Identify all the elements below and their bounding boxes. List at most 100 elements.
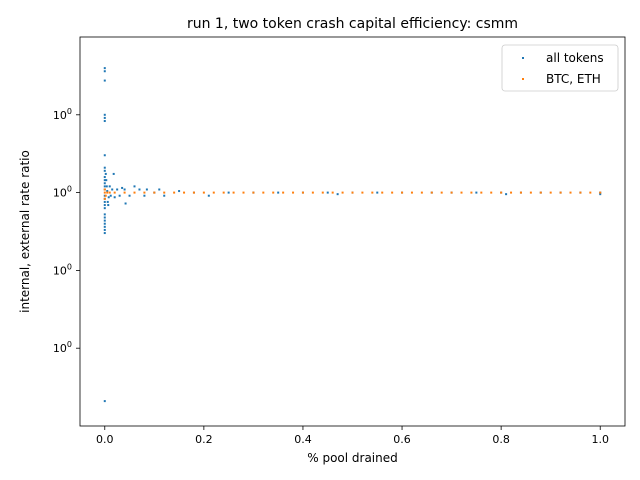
y-tick-label: 100 [53, 107, 72, 122]
data-point [103, 70, 106, 73]
data-point [103, 232, 106, 235]
y-axis-ticks: 100 100 100 100 [53, 107, 80, 355]
data-point [192, 191, 195, 194]
data-point [163, 191, 166, 194]
data-point [163, 194, 166, 197]
y-tick-label: 100 [53, 340, 72, 355]
data-point [351, 191, 354, 194]
data-point [599, 193, 602, 196]
data-point [107, 196, 110, 199]
data-point [202, 191, 205, 194]
data-point [410, 191, 413, 194]
data-point [103, 113, 106, 116]
points-layer [103, 67, 602, 403]
data-point [133, 185, 136, 188]
data-point [123, 191, 126, 194]
data-point [470, 191, 473, 194]
data-point [510, 191, 513, 194]
x-tick-label: 0.6 [393, 433, 411, 446]
data-point [108, 191, 111, 194]
data-point [336, 193, 339, 196]
data-point [103, 207, 106, 210]
data-point [311, 191, 314, 194]
data-point [103, 222, 106, 225]
data-point [106, 190, 109, 193]
data-point [505, 193, 508, 196]
x-tick-label: 0.8 [492, 433, 510, 446]
data-point [145, 188, 148, 191]
data-point [272, 191, 275, 194]
data-point [227, 191, 230, 194]
data-point [105, 179, 108, 182]
data-point [143, 194, 146, 197]
data-point [133, 191, 136, 194]
data-point [121, 186, 124, 189]
data-point [326, 191, 329, 194]
data-point [111, 188, 114, 191]
data-point [103, 185, 106, 188]
data-point [103, 179, 106, 182]
data-point [277, 191, 280, 194]
data-point [599, 191, 602, 194]
data-point [103, 79, 106, 82]
data-point [539, 191, 542, 194]
data-point [118, 194, 121, 197]
data-point [104, 194, 107, 197]
data-point [108, 185, 111, 188]
data-point [103, 120, 106, 123]
x-tick-label: 1.0 [591, 433, 609, 446]
data-point [341, 191, 344, 194]
data-point [128, 194, 131, 197]
legend-label: all tokens [546, 51, 604, 65]
data-point [331, 191, 334, 194]
data-point [183, 191, 186, 194]
data-point [113, 191, 116, 194]
data-point [124, 202, 127, 205]
data-point [103, 176, 106, 179]
data-point [143, 191, 146, 194]
data-point [321, 191, 324, 194]
data-point [106, 200, 109, 203]
data-point [519, 191, 522, 194]
data-point [153, 191, 156, 194]
legend-label: BTC, ETH [546, 72, 601, 86]
data-point [475, 191, 478, 194]
data-point [107, 204, 110, 207]
data-point [480, 191, 483, 194]
data-point [222, 191, 225, 194]
data-point [112, 172, 115, 175]
data-point [103, 219, 106, 222]
data-point [103, 204, 106, 207]
data-point [212, 191, 215, 194]
x-axis-label: % pool drained [307, 451, 398, 465]
data-point [559, 191, 562, 194]
data-point [242, 191, 245, 194]
legend-box [501, 44, 619, 92]
data-point [549, 191, 552, 194]
x-tick-label: 0.0 [96, 433, 114, 446]
axes-frame [79, 36, 626, 427]
data-point [109, 194, 112, 197]
legend-marker [522, 57, 524, 59]
data-point [103, 182, 106, 185]
y-tick-label: 100 [53, 185, 72, 200]
data-point [103, 116, 106, 119]
data-point [589, 191, 592, 194]
data-point [490, 191, 493, 194]
data-point [391, 191, 394, 194]
data-point [282, 191, 285, 194]
data-point [579, 191, 582, 194]
data-point [103, 400, 106, 403]
data-point [104, 172, 107, 175]
data-point [430, 191, 433, 194]
data-point [232, 191, 235, 194]
data-point [361, 191, 364, 194]
data-point [103, 154, 106, 157]
data-point [158, 188, 161, 191]
data-point [103, 197, 106, 200]
data-point [450, 191, 453, 194]
data-point [103, 228, 106, 231]
data-point [103, 225, 106, 228]
data-point [401, 191, 404, 194]
